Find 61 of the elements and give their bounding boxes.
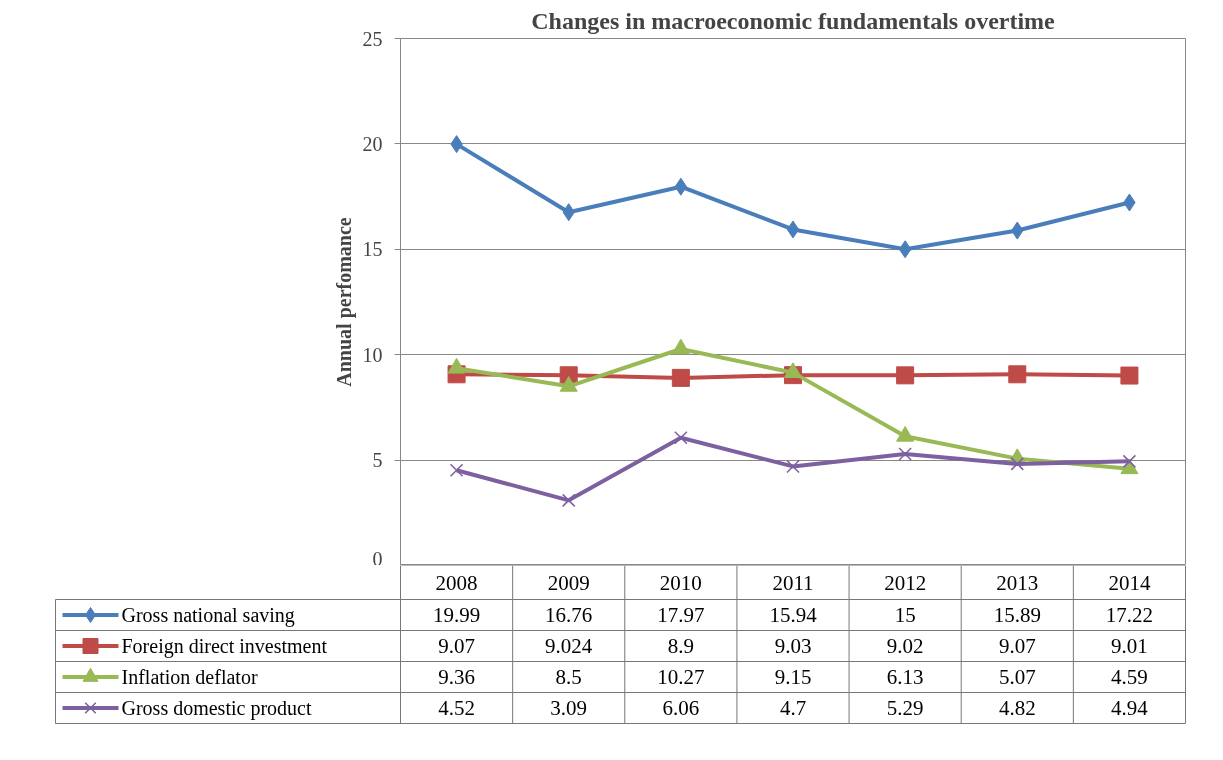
point bbox=[1010, 457, 1025, 471]
x-tick-label: 2009 bbox=[547, 571, 590, 595]
data-label: 4.7 bbox=[779, 696, 807, 720]
x-tick-label: 2008 bbox=[435, 571, 478, 595]
x-tick-label: 2011 bbox=[772, 571, 814, 595]
data-label: 4.52 bbox=[438, 696, 475, 720]
legend-label: Foreign direct investment bbox=[121, 635, 328, 658]
point bbox=[786, 220, 800, 239]
data-label: 9.02 bbox=[886, 634, 924, 658]
point bbox=[449, 463, 464, 477]
point bbox=[674, 177, 688, 196]
data-label: 6.06 bbox=[662, 696, 700, 720]
legend-label: Inflation deflator bbox=[121, 666, 258, 688]
data-label: 9.07 bbox=[998, 634, 1036, 658]
data-label: 4.82 bbox=[998, 696, 1036, 720]
y-tick-label: 25 bbox=[362, 27, 383, 50]
data-label: 10.27 bbox=[657, 665, 705, 689]
data-label: 5.07 bbox=[998, 665, 1036, 689]
y-tick-label: 0 bbox=[372, 547, 383, 570]
y-tick-label: 15 bbox=[362, 238, 383, 261]
point bbox=[1120, 366, 1139, 385]
data-label: 9.36 bbox=[438, 665, 475, 689]
point bbox=[1008, 365, 1027, 384]
data-label: 9.15 bbox=[774, 665, 812, 689]
point bbox=[898, 240, 912, 259]
y-axis-title: Annual perfomance bbox=[332, 217, 356, 387]
data-label: 17.97 bbox=[657, 603, 705, 627]
data-label: 8.9 bbox=[667, 634, 694, 658]
data-label: 16.76 bbox=[545, 603, 593, 627]
x-tick-label: 2013 bbox=[996, 571, 1039, 595]
data-label: 4.59 bbox=[1111, 665, 1148, 689]
data-label: 5.29 bbox=[886, 696, 924, 720]
point bbox=[786, 459, 800, 474]
data-label: 3.09 bbox=[550, 696, 588, 720]
data-label: 6.13 bbox=[886, 665, 924, 689]
x-tick-label: 2014 bbox=[1108, 571, 1151, 595]
data-label: 8.5 bbox=[555, 665, 582, 689]
legend-label: Gross domestic product bbox=[121, 697, 312, 720]
data-label: 9.03 bbox=[774, 634, 812, 658]
y-tick-label: 10 bbox=[362, 343, 383, 366]
point bbox=[561, 493, 576, 508]
x-tick-label: 2010 bbox=[659, 571, 702, 595]
point bbox=[674, 430, 688, 445]
y-tick-label: 5 bbox=[372, 449, 383, 472]
data-label: 9.024 bbox=[545, 634, 593, 658]
data-label: 9.01 bbox=[1111, 634, 1148, 658]
data-label: 15.94 bbox=[769, 603, 818, 627]
point bbox=[896, 366, 915, 385]
data-label: 15.89 bbox=[993, 603, 1041, 627]
data-label: 9.07 bbox=[438, 634, 475, 658]
data-label: 15 bbox=[894, 603, 916, 627]
y-tick-label: 20 bbox=[362, 132, 383, 155]
data-label: 19.99 bbox=[432, 603, 481, 627]
point bbox=[671, 368, 690, 387]
data-label: 4.94 bbox=[1111, 696, 1149, 720]
legend-label: Gross national saving bbox=[121, 604, 295, 627]
data-label: 17.22 bbox=[1105, 603, 1154, 627]
x-tick-label: 2012 bbox=[884, 571, 927, 595]
point bbox=[898, 447, 912, 461]
chart-title: Changes in macroeconomic fundamentals overtime bbox=[531, 7, 1056, 34]
point bbox=[1122, 454, 1137, 469]
